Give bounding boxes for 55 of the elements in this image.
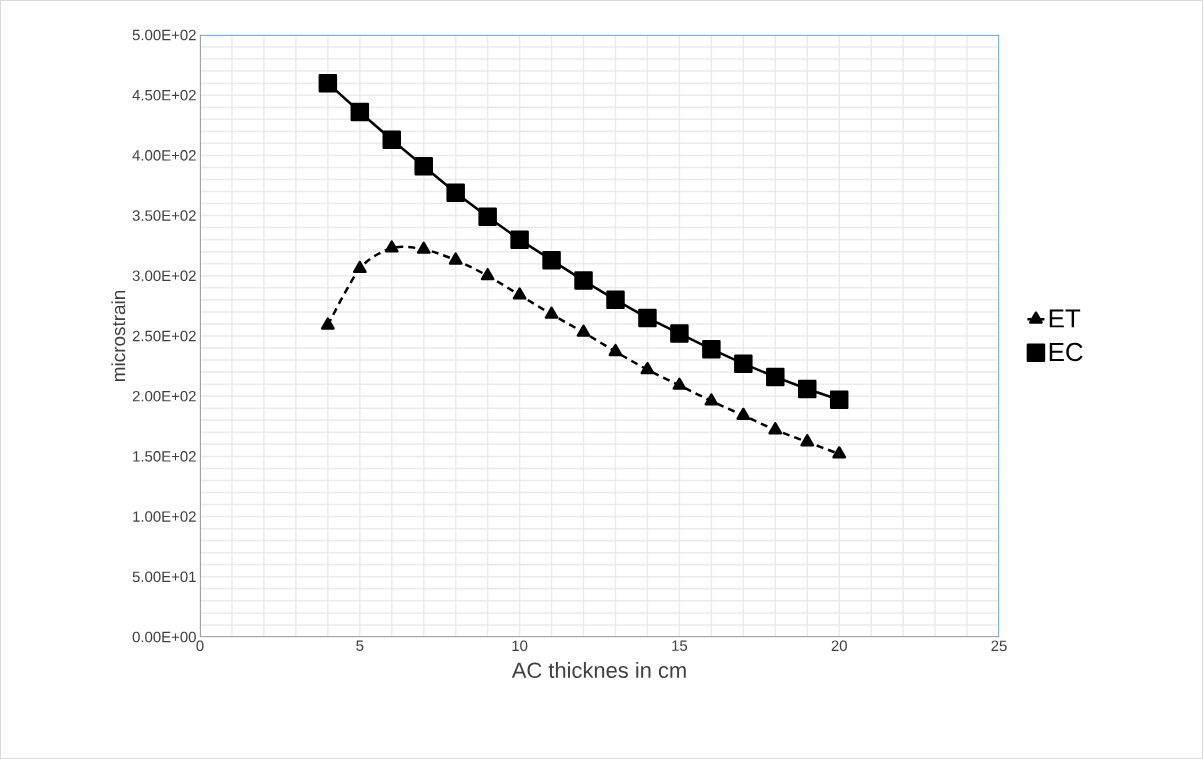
point bbox=[446, 183, 465, 202]
point bbox=[542, 250, 561, 270]
point bbox=[829, 390, 849, 410]
point bbox=[798, 379, 817, 399]
y-tick-label: 4.00E+02 bbox=[132, 150, 196, 161]
point bbox=[478, 207, 497, 227]
point bbox=[544, 306, 559, 319]
point bbox=[768, 422, 783, 435]
point bbox=[318, 73, 338, 93]
point bbox=[480, 268, 495, 281]
point bbox=[608, 343, 623, 357]
point bbox=[672, 377, 687, 390]
point bbox=[576, 324, 591, 337]
point bbox=[350, 102, 370, 122]
y-axis-title: microstrain bbox=[111, 290, 126, 382]
point bbox=[384, 240, 399, 253]
point bbox=[640, 361, 655, 375]
x-axis-title: AC thicknes in cm bbox=[511, 661, 686, 679]
point bbox=[448, 252, 463, 265]
legend-label: EC bbox=[1049, 342, 1083, 362]
x-tick-label: 20 bbox=[831, 640, 847, 652]
point bbox=[382, 130, 402, 149]
point bbox=[734, 354, 753, 373]
y-tick-label: 0.00E+00 bbox=[132, 631, 196, 643]
legend-label: ET bbox=[1049, 309, 1081, 328]
y-tick-label: 1.00E+02 bbox=[133, 511, 196, 522]
point bbox=[416, 241, 431, 254]
x-tick-label: 25 bbox=[991, 640, 1007, 652]
point bbox=[512, 287, 527, 300]
point bbox=[606, 290, 625, 310]
x-tick-label: 10 bbox=[512, 640, 528, 652]
y-tick-label: 5.00E+01 bbox=[132, 571, 196, 583]
point bbox=[832, 446, 847, 459]
y-tick-label: 2.50E+02 bbox=[132, 330, 196, 342]
point bbox=[352, 260, 367, 274]
point bbox=[766, 367, 785, 387]
point bbox=[320, 317, 335, 330]
point bbox=[414, 156, 433, 176]
y-tick-label: 4.50E+02 bbox=[132, 89, 196, 101]
point bbox=[510, 230, 529, 249]
y-tick-label: 5.00E+02 bbox=[132, 29, 196, 41]
x-tick-label: 15 bbox=[672, 640, 688, 651]
point bbox=[574, 271, 593, 290]
point bbox=[736, 407, 751, 420]
y-tick-label: 3.00E+02 bbox=[132, 270, 196, 282]
point bbox=[638, 308, 657, 328]
y-tick-label: 3.50E+02 bbox=[132, 210, 196, 221]
point bbox=[702, 339, 721, 359]
y-tick-label: 2.00E+02 bbox=[132, 390, 196, 402]
point bbox=[670, 324, 689, 343]
x-tick-label: 5 bbox=[356, 640, 364, 651]
y-tick-label: 1.50E+02 bbox=[133, 451, 196, 462]
point bbox=[800, 434, 815, 447]
point bbox=[704, 393, 719, 406]
x-tick-label: 0 bbox=[196, 640, 204, 652]
